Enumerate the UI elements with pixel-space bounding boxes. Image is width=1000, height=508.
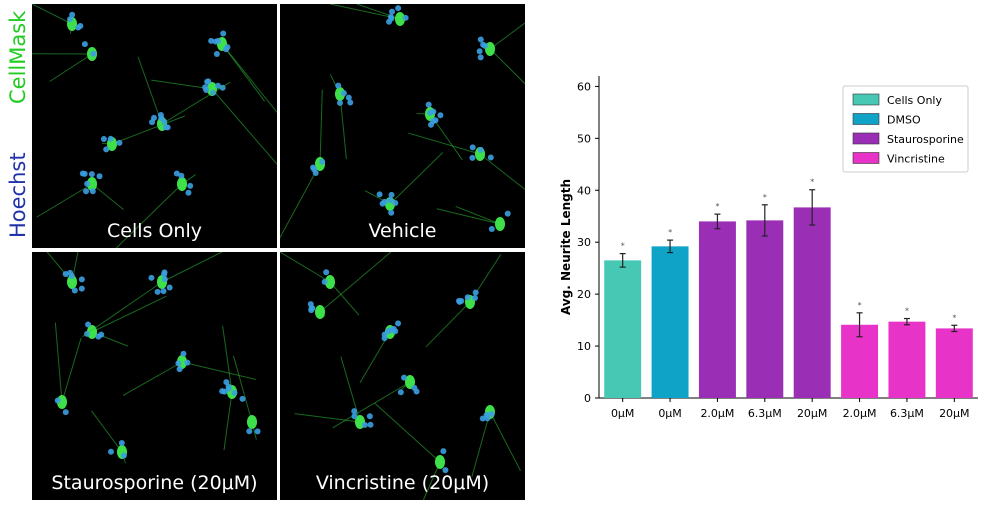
x-tick-label: 6.3μM [890,407,924,420]
bar [651,246,689,398]
y-tick-label: 40 [577,184,591,197]
micrograph-image [32,4,277,248]
bar [604,260,642,398]
legend-label: Staurosporine [887,133,964,146]
micrograph-image [280,252,521,500]
panel-label: Staurosporine (20μM) [51,472,258,494]
bar [746,220,784,398]
x-tick-label: 0μM [658,407,682,420]
significance-marker: * [621,242,625,251]
micrograph-image [280,4,525,238]
y-tick-label: 10 [577,340,591,353]
y-tick-label: 0 [584,392,591,405]
panel-label: Cells Only [107,220,202,242]
y-tick-label: 50 [577,132,591,145]
x-tick-label: 2.0μM [843,407,877,420]
x-tick-label: 20μM [797,407,828,420]
bar [698,221,736,398]
micrograph-staurosporine: Staurosporine (20μM) [32,252,277,500]
micrograph-cells-only: Cells Only [32,4,277,248]
significance-marker: * [810,178,814,187]
x-tick-label: 6.3μM [748,407,782,420]
x-tick-label: 20μM [939,407,970,420]
panel-label: Vehicle [368,220,437,242]
micrograph-vincristine: Vincristine (20μM) [280,252,525,500]
x-tick-label: 2.0μM [700,407,734,420]
bar [935,328,973,398]
bar [888,321,926,398]
y-tick-label: 30 [577,236,591,249]
legend-swatch [852,93,880,106]
legend-swatch [852,113,880,125]
legend-label: Cells Only [887,94,942,107]
chart-legend: Cells Only DMSO Staurosporine Vincristine [842,85,969,173]
significance-marker: * [952,313,956,322]
significance-marker: * [763,193,767,202]
significance-marker: * [905,307,909,316]
bar [793,207,831,398]
legend-label: Vincristine [887,153,945,166]
legend-swatch [852,152,880,164]
panel-label: Vincristine (20μM) [315,472,490,494]
micrograph-image [46,252,261,464]
x-tick-label: 0μM [611,407,635,420]
legend-frame [842,85,969,173]
y-tick-label: 60 [577,80,591,93]
significance-marker: * [715,202,719,211]
significance-marker: * [668,228,672,237]
significance-marker: * [858,301,862,310]
legend-swatch [852,132,880,145]
micrograph-vehicle: Vehicle [280,4,525,248]
legend-label: DMSO [887,114,921,127]
y-axis-title: Avg. Neurite Length [559,179,573,315]
y-tick-label: 20 [577,288,591,301]
